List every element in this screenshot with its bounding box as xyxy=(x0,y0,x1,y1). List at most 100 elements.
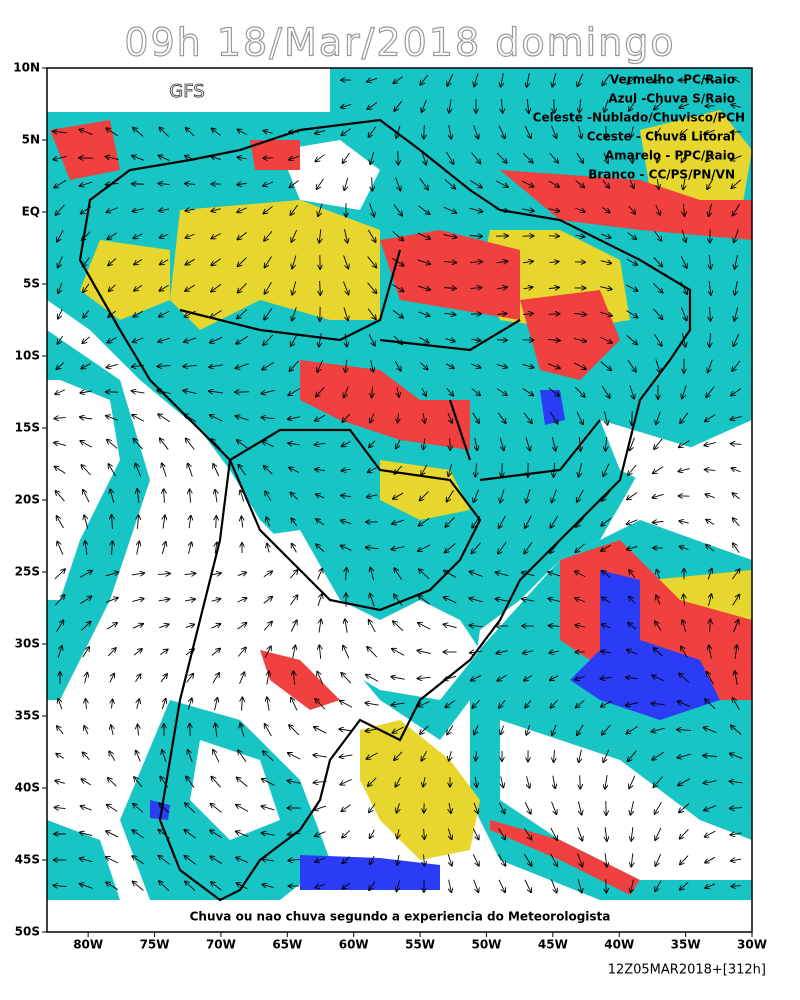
wind-arrow xyxy=(366,547,379,548)
wind-arrow xyxy=(55,466,66,474)
wind-arrow xyxy=(445,516,455,527)
wind-arrow xyxy=(290,204,299,215)
wind-arrow xyxy=(447,725,454,735)
wind-arrow xyxy=(551,699,558,708)
wind-arrow xyxy=(131,573,144,575)
wind-arrow xyxy=(132,365,145,367)
wind-arrow xyxy=(398,413,399,423)
wind-arrow xyxy=(57,335,63,344)
wind-arrow xyxy=(523,287,533,289)
y-tick-label: 10N xyxy=(13,61,40,75)
wind-arrow xyxy=(289,360,299,371)
wind-arrow xyxy=(709,645,711,659)
wind-arrow xyxy=(655,880,662,892)
wind-arrow xyxy=(682,385,687,399)
wind-arrow xyxy=(292,281,297,294)
wind-arrow xyxy=(680,546,689,549)
wind-arrow xyxy=(731,155,742,161)
wind-arrow xyxy=(159,803,170,814)
wind-arrow xyxy=(525,700,532,707)
wind-arrow xyxy=(396,880,399,892)
wind-arrow xyxy=(627,492,638,500)
wind-arrow xyxy=(651,727,665,732)
x-tick-label: 35W xyxy=(671,938,701,952)
wind-arrow xyxy=(734,229,739,243)
wind-arrow xyxy=(657,153,659,163)
wind-arrow xyxy=(344,386,349,398)
wind-arrow xyxy=(655,359,660,372)
wind-arrow xyxy=(235,363,249,369)
wind-arrow xyxy=(162,463,167,477)
wind-arrow xyxy=(448,463,453,476)
wind-arrow xyxy=(133,649,142,656)
wind-arrow xyxy=(704,805,717,811)
wind-arrow xyxy=(703,755,717,756)
wind-arrow xyxy=(449,99,451,112)
wind-arrow xyxy=(267,544,269,553)
wind-arrow xyxy=(105,598,118,603)
wind-arrow xyxy=(653,77,664,83)
wind-arrow xyxy=(606,879,607,892)
wind-arrow xyxy=(604,411,607,425)
wind-arrow xyxy=(57,646,62,659)
wind-arrow xyxy=(290,620,297,632)
wind-arrow xyxy=(184,856,196,865)
wind-arrow xyxy=(239,672,245,684)
wind-arrow xyxy=(527,73,530,87)
wind-arrow xyxy=(210,830,223,839)
wind-arrow xyxy=(499,515,506,528)
wind-arrow xyxy=(316,544,325,553)
x-tick-label: 50W xyxy=(471,938,501,952)
wind-arrow xyxy=(57,516,64,529)
wind-arrow xyxy=(263,158,273,159)
wind-arrow xyxy=(393,726,404,733)
wind-arrow xyxy=(656,595,661,605)
wind-arrow xyxy=(84,726,88,735)
wind-arrow xyxy=(450,438,451,450)
wind-arrow xyxy=(162,699,165,710)
x-tick-label: 60W xyxy=(339,938,369,952)
wind-arrow xyxy=(106,207,118,212)
wind-arrow xyxy=(605,827,607,841)
wind-arrow xyxy=(158,573,170,574)
wind-arrow xyxy=(288,443,300,445)
wind-arrow xyxy=(107,805,118,812)
wind-arrow xyxy=(86,699,87,710)
wind-arrow xyxy=(159,128,169,137)
wind-arrow xyxy=(420,74,429,85)
wind-arrow xyxy=(237,207,248,213)
wind-arrow xyxy=(652,751,665,760)
wind-arrow xyxy=(111,700,112,709)
wind-arrow xyxy=(523,153,532,162)
wind-arrow xyxy=(730,781,743,783)
wind-arrow xyxy=(56,362,64,370)
wind-arrow xyxy=(319,333,322,346)
wind-arrow xyxy=(732,569,739,580)
wind-arrow xyxy=(577,724,584,735)
wind-arrow xyxy=(626,310,637,318)
y-tick-label: 35S xyxy=(15,709,40,723)
wind-arrow xyxy=(132,156,145,161)
wind-arrow xyxy=(238,750,247,762)
wind-arrow xyxy=(550,675,559,680)
wind-arrow xyxy=(341,546,352,551)
wind-arrow xyxy=(237,648,246,657)
wind-arrow xyxy=(315,857,326,862)
wind-arrow xyxy=(524,802,531,814)
wind-arrow xyxy=(500,725,503,735)
wind-arrow xyxy=(656,570,659,579)
wind-arrow xyxy=(628,205,636,214)
wind-arrow xyxy=(211,283,222,291)
wind-arrow xyxy=(603,749,610,762)
wind-arrow xyxy=(341,804,351,812)
wind-arrow xyxy=(80,181,93,186)
wind-arrow xyxy=(134,777,143,788)
wind-arrow xyxy=(495,209,508,211)
wind-arrow xyxy=(237,157,247,159)
wind-arrow xyxy=(496,152,507,163)
wind-arrow xyxy=(291,229,298,242)
wind-arrow xyxy=(449,125,452,139)
wind-arrow xyxy=(548,599,560,602)
wind-arrow xyxy=(600,287,612,290)
